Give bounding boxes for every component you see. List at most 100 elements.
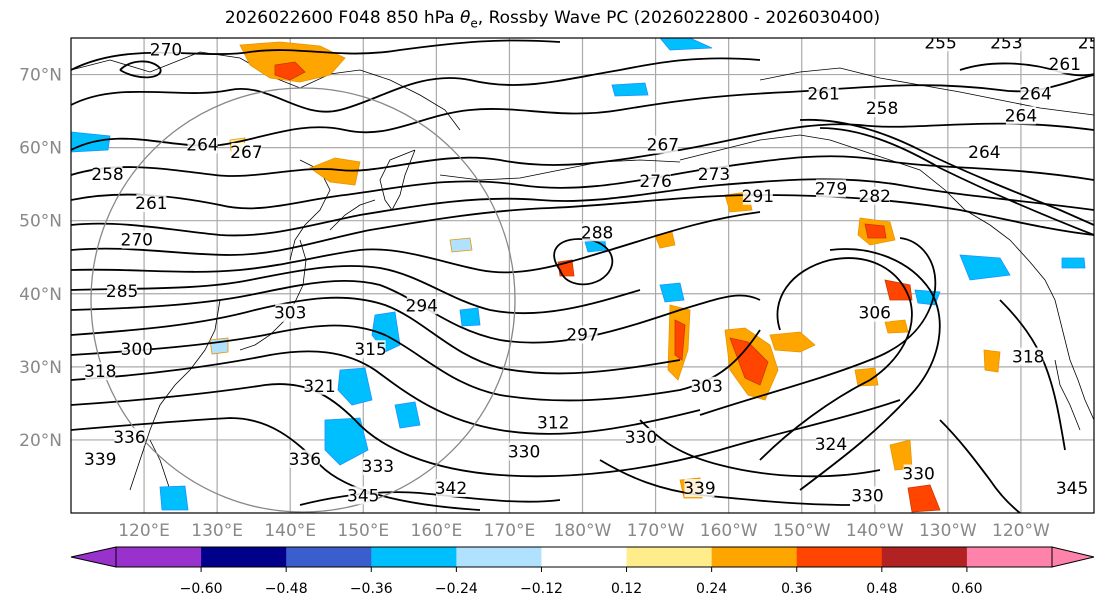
lon-tick-label: 140°E <box>264 521 316 540</box>
contour-label: 336 <box>289 450 321 470</box>
lon-tick-label: 120°E <box>118 521 170 540</box>
contour-label: 339 <box>84 450 116 470</box>
contour-label: 273 <box>698 165 730 185</box>
colorbar-tick-label: 0.36 <box>781 581 812 597</box>
coastline <box>989 224 1066 341</box>
lon-tick-label: 140°W <box>846 521 904 540</box>
contour-label: 261 <box>807 84 839 104</box>
lon-tick-label: 130°E <box>191 521 243 540</box>
contour-label: 297 <box>566 326 598 346</box>
contour-label: 276 <box>639 172 671 192</box>
anomaly-patch <box>659 282 685 303</box>
contour-label-bg <box>852 486 883 505</box>
title-prefix: 2026022600 F048 850 hPa <box>224 8 460 28</box>
theta-e-contour <box>939 419 1021 513</box>
colorbar-tick-label: −0.36 <box>350 581 393 597</box>
anomaly-patch <box>337 367 373 406</box>
colorbar-box <box>541 547 628 567</box>
colorbar-box <box>201 547 287 567</box>
contour-label: 345 <box>1056 479 1088 499</box>
contour-label-bg <box>1057 479 1088 498</box>
anomaly-patch <box>159 485 189 511</box>
latitude-labels: 70°N 60°N 50°N 40°N 30°N 20°N <box>19 66 62 451</box>
anomaly-patch <box>884 319 909 334</box>
contour-label: 282 <box>859 187 891 207</box>
colorbar-frame <box>115 546 1053 568</box>
contour-label-bg <box>625 427 656 446</box>
lat-tick-label: 30°N <box>19 358 62 378</box>
contour-label-bg <box>114 427 145 446</box>
colorbar-boxes <box>70 546 1095 568</box>
theta-e-contour <box>71 194 1094 256</box>
colorbar-box <box>286 547 372 567</box>
map-frame <box>70 37 1095 514</box>
colorbar-box <box>711 547 798 567</box>
contour-label: 264 <box>968 143 1000 163</box>
contour-label: 330 <box>902 464 934 484</box>
colorbar-box <box>626 547 713 567</box>
contour-label: 253 <box>990 33 1022 53</box>
contour-label: 315 <box>354 340 386 360</box>
contour-label-bg <box>362 457 393 476</box>
colorbar-box <box>966 547 1053 567</box>
anomaly-patch <box>674 319 686 361</box>
chart-title: 2026022600 F048 850 hPa θe, Rossby Wave … <box>0 8 1105 30</box>
contour-label-bg <box>859 303 890 322</box>
lon-tick-label: 160°W <box>700 521 758 540</box>
contour-label: 312 <box>537 413 569 433</box>
lon-tick-label: 150°W <box>773 521 831 540</box>
contour-label: 270 <box>150 41 182 61</box>
contour-label-bg <box>903 464 934 483</box>
contour-label-bg <box>107 281 138 300</box>
theta-e-contour <box>819 127 1094 236</box>
lon-tick-label: 150°E <box>337 521 389 540</box>
anomaly-patch <box>394 401 421 429</box>
colorbar-tick-label: 0.48 <box>866 581 897 597</box>
colorbar-tick-label: 0.12 <box>611 581 642 597</box>
coastline <box>1054 359 1081 431</box>
theta-e-contour <box>71 324 761 402</box>
contour-label-bg <box>509 442 540 461</box>
contour-label-bg <box>1013 347 1044 366</box>
contour-label: 288 <box>581 223 613 243</box>
contour-label: 330 <box>851 486 883 506</box>
anomaly-patch <box>854 367 879 387</box>
coastline <box>129 299 221 491</box>
contour-label-bg <box>92 164 123 183</box>
anomaly-patch <box>274 61 306 81</box>
contour-label: 324 <box>815 435 847 455</box>
theta-e-contour <box>71 155 1094 210</box>
anomaly-patch <box>907 484 941 513</box>
contour-label-bg <box>121 230 152 249</box>
contour-label: 303 <box>690 377 722 397</box>
contour-label: 291 <box>742 187 774 207</box>
theta-e-contours <box>71 39 1094 513</box>
theta-e-contour <box>553 238 614 286</box>
contour-label: 258 <box>91 165 123 185</box>
contour-label-bg <box>231 142 262 161</box>
colorbar-tick-label: −0.60 <box>180 581 223 597</box>
contour-label-bg <box>691 376 722 395</box>
colorbar-box <box>371 547 457 567</box>
contour-label-bg <box>150 40 181 59</box>
contour-label: 333 <box>362 457 394 477</box>
contour-label-bg <box>867 99 898 118</box>
theta-e-contour <box>799 118 1094 226</box>
coastline <box>329 199 376 231</box>
contour-label-bg <box>121 340 152 359</box>
contour-label-bg <box>538 413 569 432</box>
contour-label-bg <box>969 142 1000 161</box>
contour-label-bg <box>808 84 839 103</box>
lon-tick-label: 180°W <box>554 521 612 540</box>
coastline <box>379 149 416 211</box>
theta-e-contour <box>71 178 1094 237</box>
contour-label-bg <box>289 449 320 468</box>
coastline <box>1064 339 1094 421</box>
anomaly-patch <box>864 223 887 239</box>
contour-label: 270 <box>121 231 153 251</box>
contour-label: 345 <box>347 486 379 506</box>
title-theta: θ <box>460 8 471 28</box>
lon-tick-label: 130°W <box>919 521 977 540</box>
contour-label-bg <box>187 135 218 154</box>
